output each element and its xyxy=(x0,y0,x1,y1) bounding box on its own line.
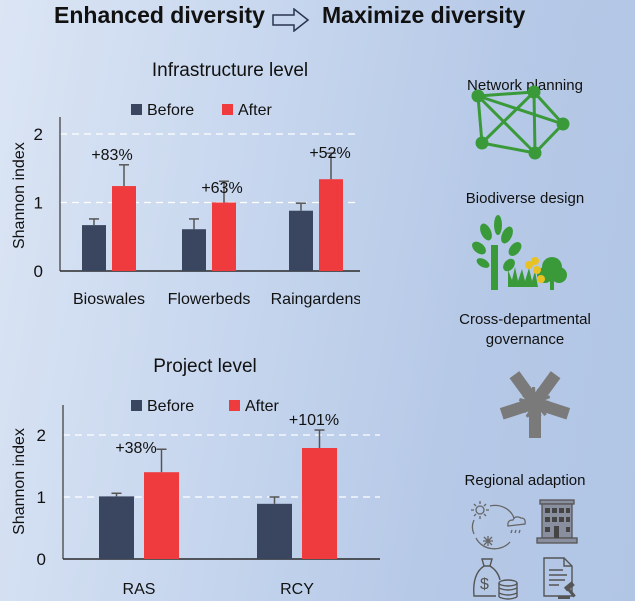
left-title: Enhanced diversity xyxy=(54,2,265,28)
bar-after-ras xyxy=(144,472,179,559)
network-graph-icon xyxy=(471,85,570,160)
x-category-label: RAS xyxy=(123,581,156,598)
x-category-label: Raingardens xyxy=(271,291,360,308)
bar-before-bioswales xyxy=(82,225,106,271)
y-axis-label: Shannon index xyxy=(11,142,28,249)
legend-swatch-after xyxy=(222,104,233,115)
percent-change-label: +38% xyxy=(115,440,156,457)
bar-after-flowerbeds xyxy=(212,202,236,271)
y-tick-label: 0 xyxy=(37,550,46,569)
joined-hands-icon xyxy=(499,371,571,438)
bar-after-bioswales xyxy=(112,186,136,271)
policy-document-gavel-icon xyxy=(543,557,576,599)
bar-before-ras xyxy=(99,496,134,559)
legend-label-after: After xyxy=(238,102,272,119)
legend-label-after: After xyxy=(245,398,279,415)
y-tick-label: 1 xyxy=(34,194,43,213)
climate-cycle-icon xyxy=(471,501,526,550)
y-tick-label: 0 xyxy=(34,262,43,281)
y-tick-label: 2 xyxy=(37,426,46,445)
bar-after-rcy xyxy=(302,448,337,559)
infrastructure-level-chart: Shannon index 0 1 2 Before After +83% Bioswales… xyxy=(11,102,360,308)
project-level-chart: Shannon index 0 1 2 Before After +38% RAS +101% R… xyxy=(11,398,380,598)
y-axis-label: Shannon index xyxy=(11,428,28,535)
percent-change-label: +52% xyxy=(309,145,350,162)
legend-swatch-before xyxy=(131,104,142,115)
x-category-label: RCY xyxy=(280,581,314,598)
svg-text:$: $ xyxy=(480,576,489,593)
y-tick-label: 2 xyxy=(34,125,43,144)
bar-before-raingardens xyxy=(289,210,313,271)
right-title: Maximize diversity xyxy=(322,2,526,28)
strategy-regional-adaption-label: Regional adaption xyxy=(464,472,586,489)
percent-change-label: +83% xyxy=(91,147,132,164)
legend-swatch-before xyxy=(131,400,142,411)
strategy-biodiverse-design-label: Biodiverse design xyxy=(465,190,585,207)
building-icon xyxy=(536,499,578,544)
strategy-network-planning-label: Network planning xyxy=(467,77,583,94)
strategy-governance-label-line1: Cross-departmental xyxy=(459,311,591,328)
legend-swatch-after xyxy=(229,400,240,411)
y-tick-label: 1 xyxy=(37,488,46,507)
strategy-governance-label-line2: governance xyxy=(485,331,565,348)
money-bag-coins-icon: $ xyxy=(473,558,518,600)
chart2-title: Project level xyxy=(153,356,257,377)
percent-change-label: +101% xyxy=(289,412,339,429)
legend-label-before: Before xyxy=(147,398,194,415)
trees-grass-flower-icon xyxy=(472,215,567,290)
bar-after-raingardens xyxy=(319,179,343,271)
legend-label-before: Before xyxy=(147,102,194,119)
bar-before-flowerbeds xyxy=(182,229,206,271)
chart1-title: Infrastructure level xyxy=(151,60,309,81)
x-category-label: Flowerbeds xyxy=(168,291,251,308)
x-category-label: Bioswales xyxy=(73,291,145,308)
hollow-arrow-icon xyxy=(272,8,310,32)
percent-change-label: +63% xyxy=(201,180,242,197)
bar-before-rcy xyxy=(257,503,292,559)
